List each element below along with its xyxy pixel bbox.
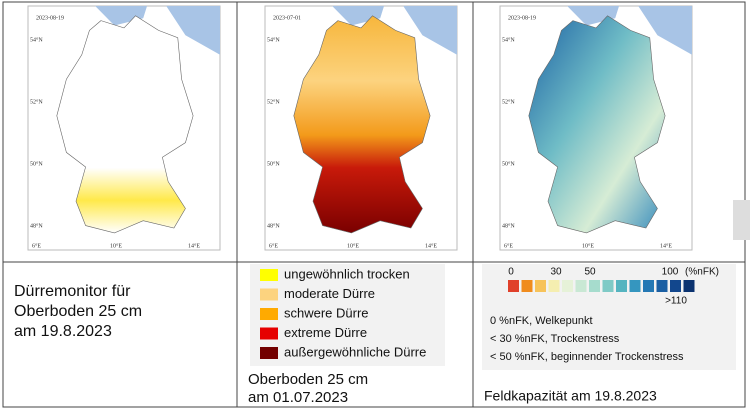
lat-label: 50°N xyxy=(267,160,280,167)
lat-label: 54°N xyxy=(502,36,515,43)
map-date: 2023-08-19 xyxy=(36,15,64,21)
legend-box xyxy=(250,264,445,366)
legend-label: moderate Dürre xyxy=(284,286,375,301)
legend-label: extreme Dürre xyxy=(284,325,367,340)
lat-label: 48°N xyxy=(267,222,280,229)
legend-swatch xyxy=(260,288,278,301)
lon-label: 14°E xyxy=(660,242,672,249)
lat-label: 50°N xyxy=(502,160,515,167)
note: < 30 %nFK, Trockenstress xyxy=(490,333,620,345)
caption: am 01.07.2023 xyxy=(248,389,348,406)
scale-label: 100 xyxy=(662,267,679,278)
scale-swatch xyxy=(656,280,668,292)
scale-swatch xyxy=(575,280,587,292)
note: 0 %nFK, Welkepunkt xyxy=(490,315,593,327)
scale-swatch xyxy=(643,280,654,292)
scale-swatch xyxy=(589,280,600,292)
lat-label: 54°N xyxy=(30,36,43,43)
map-date: 2023-08-19 xyxy=(508,15,536,21)
scale-label: 50 xyxy=(584,267,596,278)
lon-label: 10°E xyxy=(582,242,594,249)
scale-swatch xyxy=(562,280,573,292)
scale-label: >110 xyxy=(665,296,687,307)
germany xyxy=(528,15,666,234)
lat-label: 48°N xyxy=(502,222,515,229)
sea xyxy=(95,6,220,55)
scale-swatch xyxy=(521,280,533,292)
map-date: 2023-07-01 xyxy=(273,15,301,21)
legend-label: ungewöhnlich trocken xyxy=(284,266,410,281)
legend-swatch xyxy=(260,269,278,281)
legend-swatch xyxy=(260,347,278,359)
scale-swatch xyxy=(602,280,614,292)
scale-swatch xyxy=(629,280,641,292)
germany xyxy=(293,15,431,234)
caption: Oberboden 25 cm xyxy=(248,371,368,388)
legend-label: schwere Dürre xyxy=(284,305,369,320)
sea xyxy=(332,6,457,55)
scale-swatch xyxy=(535,280,546,292)
lat-label: 52°N xyxy=(30,98,43,105)
legend-swatch xyxy=(260,308,278,320)
scroll-handle xyxy=(733,200,750,240)
description: am 19.8.2023 xyxy=(14,323,112,340)
scale-swatch xyxy=(670,280,681,292)
lat-label: 54°N xyxy=(267,36,280,43)
scale-label: (%nFK) xyxy=(685,267,719,278)
lon-label: 6°E xyxy=(504,242,513,249)
lon-label: 6°E xyxy=(269,242,278,249)
caption: Feldkapazität am 19.8.2023 xyxy=(484,388,657,404)
sea xyxy=(567,6,692,55)
lat-label: 50°N xyxy=(30,160,43,167)
lon-label: 6°E xyxy=(32,242,41,249)
lon-label: 14°E xyxy=(425,242,437,249)
scale-swatch xyxy=(616,280,627,292)
description: Dürremonitor für xyxy=(14,283,131,300)
description: Oberboden 25 cm xyxy=(14,303,142,320)
lon-label: 14°E xyxy=(188,242,200,249)
legend-label: außergewöhnliche Dürre xyxy=(284,344,426,359)
note: < 50 %nFK, beginnender Trockenstress xyxy=(490,351,684,363)
lat-label: 52°N xyxy=(502,98,515,105)
lon-label: 10°E xyxy=(110,242,122,249)
scale-swatch xyxy=(508,280,519,292)
scale-label: 30 xyxy=(550,267,562,278)
legend-swatch xyxy=(260,327,278,340)
scale-label: 0 xyxy=(508,267,514,278)
lat-label: 52°N xyxy=(267,98,280,105)
scale-swatch xyxy=(683,280,695,292)
lon-label: 10°E xyxy=(347,242,359,249)
lat-label: 48°N xyxy=(30,222,43,229)
scale-swatch xyxy=(548,280,560,292)
germany xyxy=(56,15,194,234)
